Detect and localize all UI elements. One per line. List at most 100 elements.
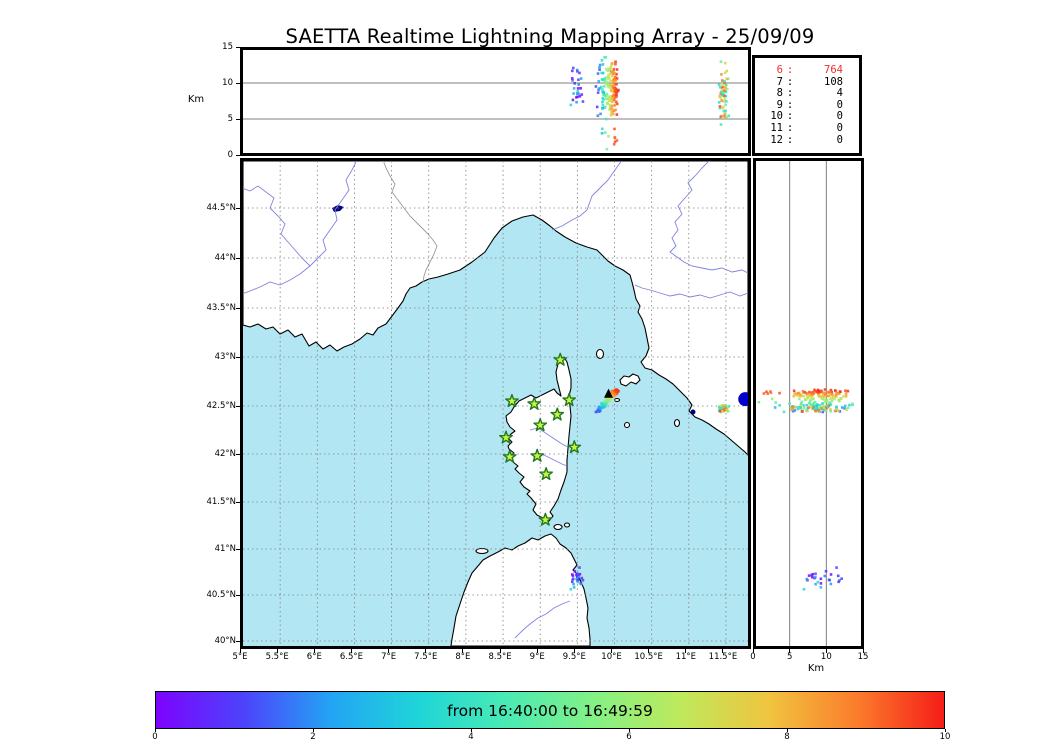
tick-mark xyxy=(236,118,240,120)
station-star-marker xyxy=(562,392,576,407)
flash-count-value: 0 xyxy=(836,98,843,111)
flash-count-colon: : xyxy=(786,64,794,76)
river xyxy=(243,161,358,295)
colorbar-tick-label: 4 xyxy=(468,732,474,742)
flash-count-row: 6: 764 xyxy=(755,64,859,77)
longitude-tick-label: 5°E xyxy=(232,652,248,662)
tick-mark xyxy=(862,649,864,653)
corsica-coast xyxy=(505,356,572,522)
right-km-tick-label: 0 xyxy=(750,652,756,662)
river xyxy=(514,600,571,639)
latitude-tick-label: 42°N xyxy=(214,448,236,459)
longitude-tick-label: 6.5°E xyxy=(339,652,363,662)
latitude-tick-label: 44.5°N xyxy=(206,202,236,213)
tick-mark xyxy=(470,729,472,732)
right-km-tick-label: 5 xyxy=(786,652,793,662)
flash-count-colon: : xyxy=(786,98,794,111)
latitude-tick-label: 44°N xyxy=(214,252,236,263)
flash-count-minute: 6 xyxy=(776,64,783,76)
longitude-tick-label: 6°E xyxy=(306,652,322,662)
river xyxy=(669,161,748,274)
tick-mark xyxy=(752,649,754,653)
large-blue-dot-marker xyxy=(738,392,748,407)
tick-mark xyxy=(628,729,630,732)
station-star-marker xyxy=(502,449,517,463)
latitude-tick-label: 40.5°N xyxy=(206,589,236,600)
longitude-tick-label: 10.5°E xyxy=(634,652,663,662)
flash-count-minute: 12 xyxy=(770,133,783,146)
tick-mark xyxy=(236,640,240,642)
flash-count-value: 0 xyxy=(836,133,843,146)
longitude-tick-label: 11.5°E xyxy=(708,652,738,662)
tick-mark xyxy=(236,207,240,209)
capraia-island xyxy=(595,348,605,360)
longitude-tick-label: 10°E xyxy=(601,652,622,662)
station-star-marker xyxy=(567,440,582,454)
asinara-island xyxy=(475,547,489,555)
latitude-tick-label: 43.5°N xyxy=(206,302,236,313)
flash-count-colon: : xyxy=(786,133,794,146)
flash-count-colon: : xyxy=(786,75,794,88)
longitude-tick-label: 5.5°E xyxy=(265,652,289,662)
flash-count-minute: 8 xyxy=(776,87,783,100)
tick-mark xyxy=(685,649,687,653)
giglio-island xyxy=(673,418,681,428)
maddalena-islands xyxy=(553,523,563,531)
station-star-marker xyxy=(550,407,565,421)
tick-mark xyxy=(236,501,240,503)
tick-mark xyxy=(236,405,240,407)
flash-count-minute: 10 xyxy=(770,110,783,123)
flash-count-value: 108 xyxy=(824,75,843,88)
flash-count-value: 4 xyxy=(836,87,843,100)
country-border xyxy=(382,161,438,283)
tick-mark xyxy=(611,649,612,653)
station-star-marker xyxy=(538,512,553,526)
flash-count-row: 10: 0 xyxy=(755,111,859,123)
longitude-tick-label: 9.5°E xyxy=(562,652,586,662)
time-colorbar: from 16:40:00 to 16:49:59 xyxy=(155,691,945,729)
tick-mark xyxy=(573,649,575,653)
longitude-tick-label: 7°E xyxy=(381,652,397,662)
altitude-tick-label: 15 xyxy=(222,41,233,52)
altitude-longitude-scatter xyxy=(243,55,748,151)
tick-mark xyxy=(499,649,501,653)
river xyxy=(243,185,311,267)
latitude-tick-label: 43°N xyxy=(214,351,236,362)
figure-title: SAETTA Realtime Lightning Mapping Array … xyxy=(285,25,815,48)
longitude-tick-label: 9°E xyxy=(529,652,545,662)
flash-count-value: 0 xyxy=(836,121,843,134)
tick-mark xyxy=(236,307,240,309)
flash-count-minute: 7 xyxy=(776,75,783,88)
tick-mark xyxy=(789,649,791,653)
longitude-tick-label: 11°E xyxy=(675,652,697,662)
flash-count-row: 12: 0 xyxy=(755,133,859,147)
tick-mark xyxy=(154,729,156,732)
flash-count-row: 9: 0 xyxy=(755,98,859,112)
tick-mark xyxy=(944,729,946,732)
latitude-tick-label: 40°N xyxy=(214,635,236,646)
tick-mark xyxy=(236,257,240,259)
flash-count-colon: : xyxy=(786,110,794,123)
river xyxy=(634,284,748,299)
elba-island xyxy=(619,373,641,387)
flash-count-colon: : xyxy=(786,121,794,134)
flash-count-row: 8: 4 xyxy=(755,88,859,100)
station-star-marker xyxy=(539,467,553,481)
altitude-latitude-scatter xyxy=(757,161,854,646)
tick-mark xyxy=(312,729,314,732)
longitude-tick-label: 8°E xyxy=(455,652,471,662)
station-star-marker xyxy=(505,393,519,408)
flash-count-colon: : xyxy=(786,87,794,100)
flash-count-value: 764 xyxy=(824,64,843,76)
tick-mark xyxy=(462,649,464,653)
colorbar-tick-label: 0 xyxy=(152,732,158,742)
colorbar-tick-label: 6 xyxy=(626,732,632,742)
black-triangle-marker xyxy=(604,388,614,398)
right-panel-km-axis-label: Km xyxy=(807,663,825,674)
tick-mark xyxy=(276,649,278,653)
tick-mark xyxy=(236,453,240,455)
station-star-marker xyxy=(527,396,542,410)
tick-mark xyxy=(786,729,788,732)
altitude-tick-label: 0 xyxy=(227,149,233,160)
pianosa-island xyxy=(613,397,621,403)
